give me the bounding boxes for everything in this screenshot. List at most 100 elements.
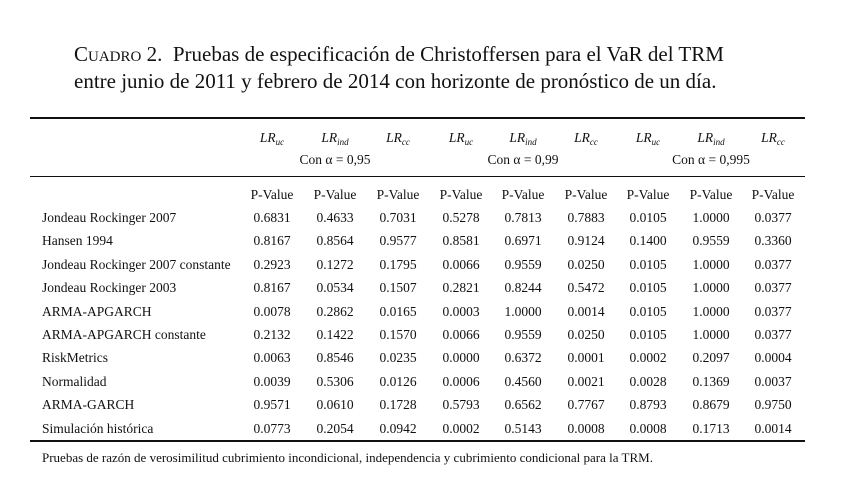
cell-value: 0.8564 <box>316 233 354 249</box>
top-rule <box>30 117 805 119</box>
cell-value: 0.0105 <box>629 327 667 342</box>
cell-value: 0.5793 <box>442 397 480 413</box>
cell-value: 0.1795 <box>379 256 417 272</box>
cell-value: 0.0235 <box>379 350 417 366</box>
cell-value: 0.0250 <box>567 327 605 342</box>
cell-value: 0.9559 <box>504 327 542 342</box>
caption-text: entre junio de 2011 y febrero de 2014 co… <box>74 69 717 93</box>
footnote: Pruebas de razón de verosimilitud cubrim… <box>42 450 653 465</box>
cell-value: 0.2097 <box>692 350 730 366</box>
cell-value: 0.0942 <box>379 420 417 436</box>
cell-value: 0.1272 <box>316 256 354 272</box>
cell-value: 0.7031 <box>379 210 417 225</box>
cell-value: 0.0105 <box>629 256 667 272</box>
cell-value: 0.5306 <box>316 373 354 389</box>
cell-value: 0.0250 <box>567 256 605 272</box>
row-label: Jondeau Rockinger 2003 <box>42 280 177 296</box>
stat-sub: uc <box>275 137 285 147</box>
cell-value: 0.6831 <box>253 210 291 225</box>
stat-sub: cc <box>776 137 785 147</box>
stat-header: LRuc <box>260 131 284 147</box>
mid-rule <box>30 176 805 177</box>
row-label: Simulación histórica <box>42 420 154 436</box>
stat-header: LRind <box>509 131 536 147</box>
cell-value: 0.0002 <box>629 350 667 366</box>
cell-value: 1.0000 <box>692 210 730 225</box>
stat-sub: ind <box>713 137 725 147</box>
cell-value: 0.0773 <box>253 420 291 436</box>
cell-value: 0.6971 <box>504 233 542 249</box>
stat-header: LRuc <box>636 131 660 147</box>
cell-value: 1.0000 <box>692 303 730 319</box>
cell-value: 0.0008 <box>629 420 667 436</box>
sub-header: P-Value <box>439 187 483 202</box>
cell-value: 0.6562 <box>504 397 542 413</box>
stat-main: LR <box>635 130 652 145</box>
cell-value: 0.7767 <box>567 397 605 413</box>
cell-value: 1.0000 <box>692 327 730 342</box>
cell-value: 0.4560 <box>504 373 542 389</box>
sub-header: P-Value <box>751 187 795 202</box>
cell-value: 0.9577 <box>379 233 417 249</box>
cell-value: 1.0000 <box>504 303 542 319</box>
cell-value: 0.0066 <box>442 256 480 272</box>
cell-value: 0.0610 <box>316 397 354 413</box>
cell-value: 0.2132 <box>253 327 291 342</box>
row-label: ARMA-APGARCH constante <box>42 327 206 342</box>
cell-value: 0.2821 <box>442 280 480 296</box>
cell-value: 0.0021 <box>567 373 605 389</box>
cell-value: 0.0377 <box>754 280 792 296</box>
cell-value: 0.1369 <box>692 373 730 389</box>
cell-value: 0.0037 <box>754 373 792 389</box>
stat-main: LR <box>697 130 714 145</box>
cell-value: 0.0165 <box>379 303 417 319</box>
cell-value: 0.0126 <box>379 373 417 389</box>
group-header: Con α = 0,995 <box>672 152 750 167</box>
sub-header: P-Value <box>313 187 357 202</box>
caption-line: Cuadro 2. Pruebas de especificación de C… <box>74 44 724 65</box>
cell-value: 0.0039 <box>253 373 291 389</box>
stat-sub: uc <box>651 137 661 147</box>
cell-value: 0.5278 <box>442 210 480 225</box>
stat-main: LR <box>321 130 338 145</box>
cell-value: 0.7813 <box>504 210 542 225</box>
row-label: Hansen 1994 <box>42 233 113 249</box>
cell-value: 0.8581 <box>442 233 480 249</box>
cell-value: 0.0014 <box>754 420 792 436</box>
row-label: Normalidad <box>42 373 107 389</box>
stat-header: LRuc <box>449 131 473 147</box>
cell-value: 0.0006 <box>442 373 480 389</box>
cell-value: 0.5472 <box>567 280 605 296</box>
cell-value: 0.0105 <box>629 303 667 319</box>
cell-value: 0.0377 <box>754 327 792 342</box>
cell-value: 0.0534 <box>316 280 354 296</box>
row-label: Jondeau Rockinger 2007 constante <box>42 256 231 272</box>
cell-value: 0.0066 <box>442 327 480 342</box>
stat-sub: cc <box>589 137 598 147</box>
row-label: ARMA-GARCH <box>42 397 135 413</box>
stat-main: LR <box>448 130 465 145</box>
cell-value: 0.5143 <box>504 420 542 436</box>
sub-header: P-Value <box>376 187 420 202</box>
cell-value: 0.0001 <box>567 350 605 366</box>
sub-header: P-Value <box>564 187 608 202</box>
cell-value: 0.0008 <box>567 420 605 436</box>
cell-value: 0.1507 <box>379 280 417 296</box>
cell-value: 0.0000 <box>442 350 480 366</box>
stat-header: LRcc <box>574 131 598 147</box>
cell-value: 0.8167 <box>253 233 291 249</box>
cell-value: 0.0078 <box>253 303 291 319</box>
cell-value: 0.9124 <box>567 233 605 249</box>
stat-sub: ind <box>337 137 349 147</box>
stat-sub: uc <box>464 137 474 147</box>
sub-header: P-Value <box>626 187 670 202</box>
cell-value: 0.4633 <box>316 210 354 225</box>
stat-header: LRind <box>321 131 348 147</box>
cell-value: 1.0000 <box>692 280 730 296</box>
row-label: Jondeau Rockinger 2007 <box>42 210 177 225</box>
cell-value: 0.0004 <box>754 350 792 366</box>
cell-value: 0.9750 <box>754 397 792 413</box>
cell-value: 0.8793 <box>629 397 667 413</box>
cell-value: 0.2862 <box>316 303 354 319</box>
